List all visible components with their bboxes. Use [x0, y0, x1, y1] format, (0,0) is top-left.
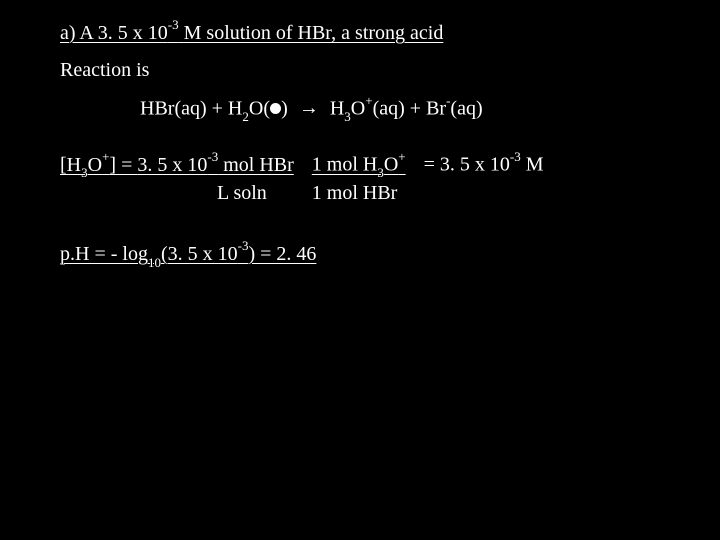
h3o-sub: 3 — [344, 109, 351, 124]
ph-mid: (3. 5 x 10 — [161, 243, 238, 265]
calc-left: [H3O+] = 3. 5 x 10-3 mol HBr L soln — [60, 150, 294, 207]
lhs-sup: + — [102, 149, 109, 164]
ph-pre: p.H = - log — [60, 243, 148, 265]
ph-underlined: p.H = - log10(3. 5 x 10-3) = 2. 46 — [60, 243, 316, 265]
lhs-pre: [H — [60, 154, 81, 176]
frac1-top-exp: -3 — [207, 149, 218, 164]
rhs-pre: = 3. 5 x 10 — [424, 154, 510, 176]
concentration-calc: [H3O+] = 3. 5 x 10-3 mol HBr L soln 1 mo… — [60, 150, 660, 207]
frac1-top-b: mol HBr — [218, 154, 294, 176]
title-text: a) A 3. 5 x 10-3 M solution of HBr, a st… — [60, 22, 443, 44]
reaction-is: Reaction is — [60, 57, 660, 84]
o-open: O( — [249, 97, 270, 119]
h2o-sub: 2 — [242, 109, 249, 124]
calc-lhs-wrap: [H3O+] = 3. 5 x 10-3 mol HBr — [60, 154, 294, 176]
h3o-sup: + — [365, 93, 372, 108]
lhs-post: ] = — [109, 154, 137, 176]
h3o-h: H — [330, 97, 344, 119]
frac2-top: 1 mol H3O+ — [312, 150, 406, 180]
lhs-sub: 3 — [81, 165, 88, 180]
br-sup: - — [446, 93, 450, 108]
ph-post: ) = 2. 46 — [248, 243, 316, 265]
reaction-equation: HBr(aq) + H2O() → H3O+(aq) + Br-(aq) — [140, 94, 660, 124]
hbr-part: HBr(aq) + H — [140, 97, 242, 119]
calc-right: = 3. 5 x 10-3 M — [424, 150, 544, 179]
rhs-post: M — [521, 154, 544, 176]
rhs-exp: -3 — [510, 149, 521, 164]
h3o-o: O — [351, 97, 365, 119]
close-paren: ) — [281, 97, 288, 119]
br-aq: (aq) — [450, 97, 482, 119]
lhs-o: O — [88, 154, 102, 176]
frac1-bot: L soln — [190, 180, 294, 207]
h3o-aq: (aq) + Br — [373, 97, 446, 119]
ph-logsub: 10 — [148, 255, 161, 270]
arrow-icon: → — [299, 95, 319, 122]
title-post: M solution of HBr, a strong acid — [179, 22, 444, 44]
title-exp: -3 — [168, 17, 179, 32]
frac1-top-a: 3. 5 x 10 — [137, 154, 207, 176]
liquid-symbol-icon — [270, 103, 281, 114]
calc-mid: 1 mol H3O+ 1 mol HBr — [312, 150, 406, 207]
frac2-bot: 1 mol HBr — [312, 180, 406, 207]
title-line: a) A 3. 5 x 10-3 M solution of HBr, a st… — [60, 18, 660, 47]
ph-line: p.H = - log10(3. 5 x 10-3) = 2. 46 — [60, 239, 660, 269]
ph-exp: -3 — [238, 238, 249, 253]
title-pre: a) A 3. 5 x 10 — [60, 22, 168, 44]
